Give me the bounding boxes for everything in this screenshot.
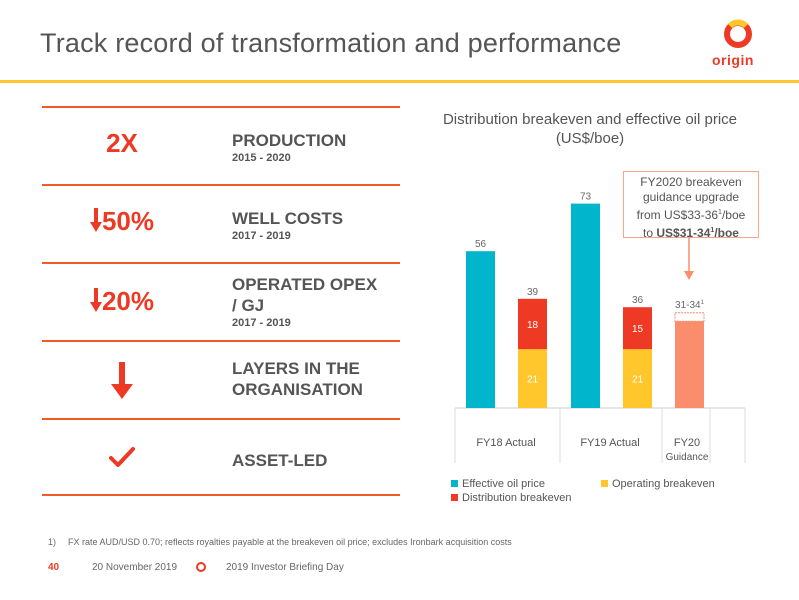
chart-title: Distribution breakeven and effective oil… — [442, 111, 738, 147]
footnote: 1) FX rate AUD/USD 0.70; reflects royalti… — [48, 537, 512, 547]
guidance-callout: FY2020 breakeven guidance upgrade from U… — [623, 171, 759, 240]
metric-label: WELL COSTS — [232, 209, 344, 228]
brand-wordmark: origin — [712, 52, 754, 68]
distribution-breakeven-bar — [518, 298, 547, 350]
metric-label: LAYERS IN THE ORGANISATION — [232, 359, 363, 399]
x-category-label: FY18 Actual — [476, 437, 535, 449]
footnote-text: FX rate AUD/USD 0.70; reflects royalties… — [68, 537, 512, 547]
legend-item: Distribution breakeven — [451, 492, 571, 504]
callout-line-4-end: /boe — [714, 226, 739, 240]
operating-breakeven-value-label: 21 — [527, 375, 539, 386]
callout-line-3: from US$33-36 — [636, 208, 719, 222]
operating-breakeven-bar — [623, 349, 652, 408]
title-rule — [0, 80, 799, 83]
oil-price-bar — [466, 251, 495, 408]
legend-item: Operating breakeven — [601, 478, 715, 490]
x-category-label: Guidance — [666, 452, 709, 463]
down-arrow-icon — [89, 288, 102, 312]
metric-label: ASSET-LED — [232, 451, 328, 470]
callout-line-4-prefix: to — [643, 226, 657, 240]
callout-sup: 1 — [718, 209, 722, 216]
distribution-breakeven-bar — [623, 307, 652, 350]
footer-date: 20 November 2019 — [92, 562, 178, 573]
metric-label: PRODUCTION — [232, 131, 347, 150]
metric-sub: 2015 - 2020 — [232, 152, 291, 164]
legend-swatch — [451, 494, 458, 501]
callout-line-3-end: /boe — [721, 208, 746, 222]
down-arrow-icon — [111, 362, 133, 399]
bar-chart: 56 21 18 39 73 21 15 36 31-341 FY18 Actual FY19 Ac… — [454, 192, 746, 463]
metric-value: 50% — [101, 206, 155, 236]
oil-price-bar — [571, 203, 600, 408]
footnote-number: 1) — [48, 537, 57, 547]
page-number: 40 — [48, 562, 60, 573]
operating-breakeven-bar — [518, 349, 547, 408]
checkmark-icon — [109, 447, 135, 467]
metric-well-costs: 50% WELL COSTS 2017 - 2019 — [42, 184, 400, 262]
origin-logo-icon — [724, 19, 752, 48]
metric-layers: LAYERS IN THE ORGANISATION — [42, 340, 400, 418]
legend-label: Distribution breakeven — [462, 492, 572, 504]
fy20-guidance-bar — [675, 321, 704, 408]
metric-sub: 2017 - 2019 — [232, 317, 291, 329]
distribution-breakeven-value-label: 15 — [632, 324, 644, 335]
breakeven-total-label: 39 — [527, 287, 539, 298]
metric-sub: 2017 - 2019 — [232, 230, 291, 242]
callout-sup: 1 — [710, 227, 715, 234]
callout-highlight: US$31-34 — [656, 226, 711, 240]
legend-swatch — [451, 480, 458, 487]
x-category-label: FY19 Actual — [580, 437, 639, 449]
oil-price-value-label: 56 — [475, 239, 487, 250]
metric-production: 2X PRODUCTION 2015 - 2020 — [42, 106, 400, 184]
metric-opex: 20% OPERATED OPEX / GJ 2017 - 2019 — [42, 262, 400, 340]
callout-arrow-head-icon — [684, 271, 694, 280]
distribution-breakeven-value-label: 18 — [527, 320, 539, 331]
slide-title: Track record of transformation and perfo… — [40, 28, 622, 58]
metric-value: 20% — [101, 286, 155, 316]
ring-icon — [196, 562, 206, 572]
footer-event: 2019 Investor Briefing Day — [226, 562, 344, 573]
metric-value: 2X — [106, 128, 138, 158]
metric-label: OPERATED OPEX / GJ — [232, 275, 378, 315]
legend-label: Effective oil price — [462, 478, 545, 490]
callout-line-1: FY2020 breakeven — [640, 175, 742, 189]
metrics-list: 2X PRODUCTION 2015 - 2020 50% WELL COSTS… — [42, 106, 400, 496]
legend-item: Effective oil price — [451, 478, 545, 490]
callout-line-2: guidance upgrade — [642, 190, 740, 204]
operating-breakeven-value-label: 21 — [632, 375, 644, 386]
legend-swatch — [601, 480, 608, 487]
breakeven-total-label: 36 — [632, 295, 644, 306]
oil-price-value-label: 73 — [580, 192, 592, 203]
legend-label: Operating breakeven — [612, 478, 715, 490]
metric-asset-led: ASSET-LED — [42, 418, 400, 496]
x-category-label: FY20 — [674, 437, 700, 449]
fy20-guidance-range — [674, 312, 705, 322]
fy20-guidance-label: 31-341 — [675, 300, 705, 311]
down-arrow-icon — [89, 208, 102, 232]
